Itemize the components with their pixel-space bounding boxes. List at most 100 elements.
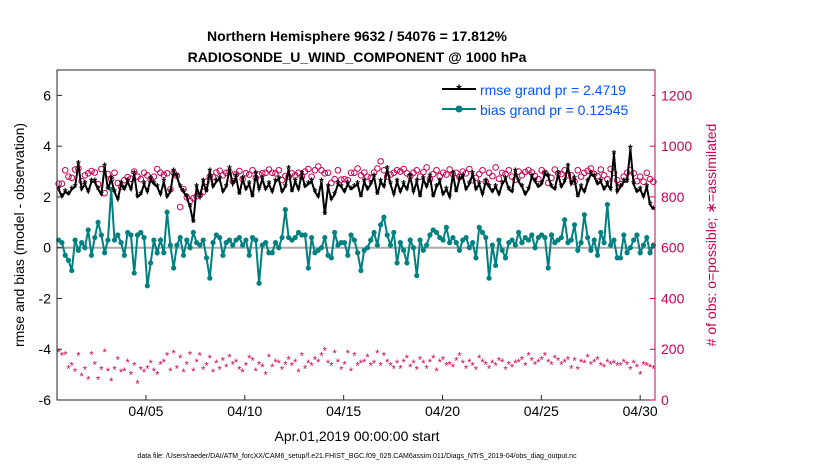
obs-assimilated-point: * (57, 347, 62, 359)
obs-possible-point (577, 173, 585, 180)
bias-point (634, 232, 640, 238)
rmse-point: * (175, 170, 180, 184)
rmse-point: * (539, 178, 544, 192)
rmse-point: * (575, 190, 580, 204)
rmse-point: * (372, 170, 377, 184)
obs-assimilated-point: * (168, 366, 173, 378)
rmse-point: * (474, 183, 479, 197)
obs-assimilated-point: * (329, 361, 334, 373)
obs-assimilated-point: * (369, 361, 374, 373)
x-tick-label: 04/25 (524, 403, 559, 419)
obs-possible-point (213, 169, 220, 176)
rmse-point: * (487, 180, 492, 194)
obs-assimilated-point: * (181, 367, 186, 379)
bias-point (588, 247, 594, 253)
bias-point (85, 227, 91, 233)
rmse-point: * (96, 183, 101, 197)
y-right-tick-label: 800 (661, 189, 685, 205)
obs-assimilated-point: * (431, 353, 436, 365)
bias-point (575, 247, 581, 253)
rmse-point: * (467, 178, 472, 192)
obs-possible-point (337, 176, 345, 183)
rmse-point: * (355, 178, 360, 192)
obs-assimilated-point: * (569, 363, 574, 375)
rmse-point: * (250, 190, 255, 204)
obs-assimilated-point: * (126, 357, 131, 369)
rmse-point: * (644, 180, 649, 194)
obs-possible-point (505, 166, 513, 174)
obs-possible-point (308, 173, 315, 180)
rmse-point: * (428, 170, 433, 184)
obs-possible-point (400, 165, 407, 173)
bias-point (207, 275, 213, 281)
rmse-point: * (306, 178, 311, 192)
y-left-tick-label: -6 (39, 392, 52, 408)
obs-assimilated-point: * (572, 356, 577, 368)
bias-point (167, 242, 173, 248)
obs-assimilated-point: * (342, 359, 347, 371)
obs-assimilated-point: * (523, 361, 528, 373)
bias-point (200, 237, 206, 243)
obs-possible-point (236, 167, 243, 175)
obs-assimilated-point: * (86, 375, 91, 387)
rmse-point: * (454, 185, 459, 199)
rmse-point: * (129, 183, 134, 197)
bias-point (397, 240, 403, 246)
rmse-point: * (326, 180, 331, 194)
rmse-point: * (194, 180, 199, 194)
rmse-point: * (579, 180, 584, 194)
obs-possible-point (347, 169, 355, 177)
obs-assimilated-point: * (319, 351, 324, 363)
obs-assimilated-point: * (290, 361, 295, 373)
obs-assimilated-point: * (586, 352, 591, 364)
rmse-series-line (57, 148, 655, 223)
bias-point (502, 255, 509, 261)
obs-assimilated-point: * (300, 351, 305, 363)
bias-point (410, 245, 417, 251)
obs-assimilated-point: * (155, 370, 160, 382)
obs-assimilated-point: * (99, 365, 104, 377)
bias-point (157, 237, 164, 243)
obs-assimilated-point: * (93, 359, 98, 371)
obs-assimilated-point: * (73, 367, 78, 379)
obs-assimilated-point: * (444, 361, 449, 373)
obs-assimilated-point: * (60, 351, 65, 363)
bias-point (631, 237, 637, 243)
bias-point (450, 234, 456, 241)
rmse-point: * (434, 180, 439, 194)
obs-possible-point (551, 166, 559, 173)
obs-assimilated-point: * (599, 361, 604, 373)
obs-assimilated-point: * (296, 367, 301, 379)
legend-rmse-label: rmse grand pr = 2.4719 (480, 82, 626, 98)
obs-assimilated-point: * (530, 356, 535, 368)
rmse-point: * (66, 188, 71, 202)
axes: 04/05 04/10 04/15 04/20 04/25 04/30 -6 -4 -2 0 2 4 6… (39, 70, 692, 419)
rmse-point: * (92, 175, 97, 189)
rmse-point: * (605, 178, 610, 192)
obs-possible-point (393, 166, 401, 174)
obs-possible-point (331, 175, 338, 183)
obs-assimilated-point: * (303, 363, 308, 375)
obs-assimilated-point: * (208, 353, 213, 365)
obs-possible-point (479, 166, 486, 174)
rmse-point: * (112, 185, 117, 199)
y-left-tick-label: -4 (39, 341, 52, 357)
obs-assimilated-point: * (362, 357, 367, 369)
obs-assimilated-point: * (260, 362, 265, 374)
obs-possible-point (587, 165, 595, 172)
rmse-point: * (230, 178, 235, 192)
bias-point (407, 237, 413, 243)
bias-point (65, 257, 72, 263)
bias-point (69, 267, 75, 274)
bias-point (568, 237, 574, 243)
rmse-point: * (362, 175, 367, 189)
obs-assimilated-point: * (267, 352, 272, 364)
rmse-point: * (184, 190, 189, 204)
obs-assimilated-point: * (480, 357, 485, 369)
obs-assimilated-point: * (582, 358, 587, 370)
rmse-point: * (401, 178, 406, 192)
rmse-point: * (132, 168, 137, 182)
obs-assimilated-point: * (122, 366, 127, 378)
bias-point (519, 240, 525, 246)
